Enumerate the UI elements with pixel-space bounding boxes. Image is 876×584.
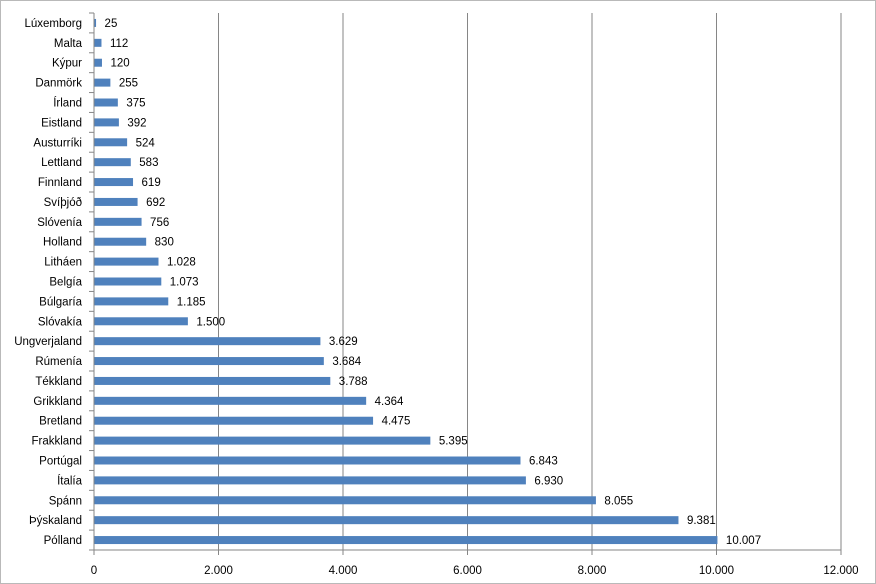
data-label: 9.381 [687,515,716,527]
category-label: Tékkland [35,376,82,388]
category-label: Frakkland [32,436,83,448]
category-label: Holland [43,237,82,249]
category-label: Belgía [49,277,82,289]
category-label: Danmörk [35,78,82,90]
bar [94,317,188,326]
category-label: Lettland [41,157,82,169]
category-label: Slóvakía [38,316,83,328]
bar [94,118,119,127]
bar [94,58,102,67]
category-label: Búlgaría [39,296,82,308]
bar [94,257,159,266]
category-label: Pólland [44,535,82,547]
bar [94,158,131,167]
bar [94,456,521,465]
category-label: Spánn [49,495,82,507]
data-label: 524 [136,137,156,149]
data-label: 6.843 [529,456,558,468]
category-label: Þýskaland [29,515,82,527]
category-label: Austurríki [33,137,82,149]
data-label: 4.475 [382,416,411,428]
bar [94,496,596,505]
category-label: Írland [53,97,82,110]
category-label: Litháen [44,257,82,269]
x-tick-label: 6.000 [453,565,482,577]
bar [94,476,526,485]
bar [94,277,162,286]
data-label: 392 [127,117,146,129]
data-label: 10.007 [726,535,761,547]
data-label: 583 [139,157,158,169]
bar [94,376,331,385]
category-label: Finnland [38,177,82,189]
data-label: 3.684 [332,356,361,368]
bar [94,297,169,306]
x-tick-label: 4.000 [329,565,358,577]
bar [94,436,431,445]
data-label: 8.055 [604,495,633,507]
data-label: 830 [155,237,174,249]
bars [94,18,718,545]
x-tick-label: 10.000 [699,565,734,577]
axes: 0 2.000 4.000 6.000 8.000 10.000 12.000 Lúxembo… [14,12,859,577]
category-label: Kýpur [52,58,82,70]
data-label: 619 [142,177,161,189]
bar [94,78,111,87]
x-tick-label: 8.000 [578,565,607,577]
data-label: 692 [146,197,165,209]
bar [94,178,134,187]
category-label: Svíþjóð [44,197,82,209]
data-label: 120 [110,58,129,70]
bar [94,98,118,107]
bar [94,357,324,366]
category-label: Slóvenía [37,217,82,229]
data-label: 3.629 [329,336,358,348]
bar [94,416,374,425]
data-label: 3.788 [339,376,368,388]
category-label: Malta [54,38,83,50]
category-label: Bretland [39,416,82,428]
data-label: 1.185 [177,296,206,308]
data-label: 1.500 [196,316,225,328]
bar [94,138,128,147]
category-label: Lúxemborg [24,18,82,30]
data-label: 25 [105,18,118,30]
category-label: Ungverjaland [14,336,82,348]
category-label: Portúgal [39,456,82,468]
data-label: 1.028 [167,257,196,269]
bar [94,536,718,545]
bar [94,237,147,246]
x-tick-label: 0 [91,565,97,577]
gridlines [218,13,842,550]
bar [94,38,102,47]
bar [94,396,367,405]
data-label: 255 [119,78,138,90]
data-label: 1.073 [170,277,199,289]
data-label: 112 [110,38,128,50]
category-label: Eistland [41,117,82,129]
category-label: Ítalía [57,474,83,487]
bar [94,18,97,27]
data-labels: 25 112 120 255 375 392 524 583 619 692 756 830 1.028… [105,18,762,547]
category-label: Rúmenía [35,356,82,368]
x-tick-label: 12.000 [823,565,858,577]
category-label: Grikkland [33,396,82,408]
bar [94,337,321,346]
data-label: 756 [150,217,169,229]
data-label: 5.395 [439,436,468,448]
x-tick-label: 2.000 [204,565,233,577]
bar [94,217,142,226]
data-label: 375 [126,98,145,110]
bar [94,197,138,206]
bar [94,516,679,525]
data-label: 4.364 [375,396,404,408]
data-label: 6.930 [534,475,563,487]
